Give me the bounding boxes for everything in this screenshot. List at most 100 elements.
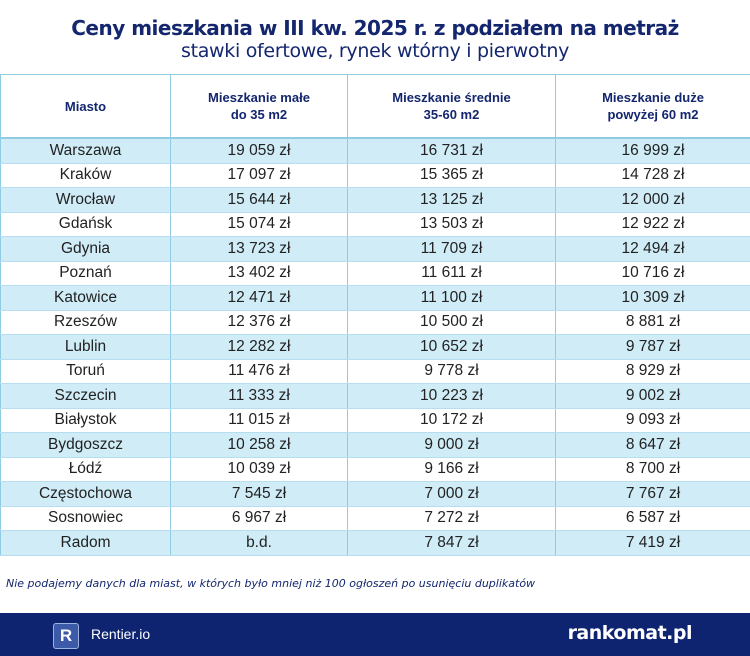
price-cell: b.d. (170, 530, 348, 556)
price-cell: 8 647 zł (555, 432, 750, 458)
price-cell: 19 059 zł (170, 138, 348, 164)
city-cell: Bydgoszcz (0, 432, 171, 458)
price-cell: 10 652 zł (347, 334, 556, 360)
city-cell: Łódź (0, 457, 171, 482)
price-cell: 10 039 zł (170, 457, 348, 482)
column-header-line1: Mieszkanie duże (602, 90, 704, 105)
price-cell: 15 644 zł (170, 187, 348, 213)
price-cell: 13 125 zł (347, 187, 556, 213)
table-row: Białystok 11 015 zł 10 172 zł 9 093 zł (0, 408, 750, 433)
city-cell: Częstochowa (0, 481, 171, 507)
price-cell: 6 967 zł (170, 506, 348, 531)
table-row: Radom b.d. 7 847 zł 7 419 zł (0, 530, 750, 556)
price-cell: 6 587 zł (555, 506, 750, 531)
price-cell: 7 847 zł (347, 530, 556, 556)
table-row: Gdynia 13 723 zł 11 709 zł 12 494 zł (0, 236, 750, 262)
price-cell: 8 881 zł (555, 310, 750, 335)
rentier-brand: Rentier.io (91, 626, 151, 642)
price-cell: 12 471 zł (170, 285, 348, 311)
price-cell: 10 258 zł (170, 432, 348, 458)
table-row: Sosnowiec 6 967 zł 7 272 zł 6 587 zł (0, 506, 750, 531)
price-cell: 12 922 zł (555, 212, 750, 237)
price-cell: 9 166 zł (347, 457, 556, 482)
table-row: Katowice 12 471 zł 11 100 zł 10 309 zł (0, 285, 750, 311)
price-cell: 16 999 zł (555, 138, 750, 164)
price-cell: 10 223 zł (347, 383, 556, 409)
price-cell: 12 494 zł (555, 236, 750, 262)
city-cell: Szczecin (0, 383, 171, 409)
table-row: Gdańsk 15 074 zł 13 503 zł 12 922 zł (0, 212, 750, 237)
column-header: Mieszkanie małe do 35 m2 (170, 74, 348, 139)
rentier-logo-icon: R (53, 623, 79, 649)
price-cell: 11 100 zł (347, 285, 556, 311)
price-cell: 15 074 zł (170, 212, 348, 237)
price-cell: 7 000 zł (347, 481, 556, 507)
price-cell: 9 093 zł (555, 408, 750, 433)
rankomat-logo: rankomat.pl (567, 622, 693, 644)
price-cell: 10 716 zł (555, 261, 750, 286)
table-header-row: Miasto Mieszkanie małe do 35 m2 Mieszkanie … (0, 74, 750, 139)
table-row: Szczecin 11 333 zł 10 223 zł 9 002 zł (0, 383, 750, 409)
price-cell: 11 333 zł (170, 383, 348, 409)
price-table: Miasto Mieszkanie małe do 35 m2 Mieszkanie … (0, 74, 750, 556)
column-header: Miasto (0, 74, 171, 139)
city-cell: Kraków (0, 163, 171, 188)
price-cell: 11 015 zł (170, 408, 348, 433)
price-cell: 7 272 zł (347, 506, 556, 531)
column-header-line1: Mieszkanie małe (208, 90, 310, 105)
city-cell: Warszawa (0, 138, 171, 164)
price-cell: 7 767 zł (555, 481, 750, 507)
price-cell: 15 365 zł (347, 163, 556, 188)
price-cell: 11 709 zł (347, 236, 556, 262)
city-cell: Gdańsk (0, 212, 171, 237)
table-row: Rzeszów 12 376 zł 10 500 zł 8 881 zł (0, 310, 750, 335)
column-header: Mieszkanie duże powyżej 60 m2 (555, 74, 750, 139)
page-subtitle: stawki ofertowe, rynek wtórny i pierwotn… (180, 40, 570, 62)
price-cell: 12 282 zł (170, 334, 348, 360)
price-cell: 17 097 zł (170, 163, 348, 188)
price-cell: 16 731 zł (347, 138, 556, 164)
table-row: Toruń 11 476 zł 9 778 zł 8 929 zł (0, 359, 750, 384)
city-cell: Rzeszów (0, 310, 171, 335)
column-header-line2: do 35 m2 (230, 107, 288, 122)
city-cell: Gdynia (0, 236, 171, 262)
price-cell: 12 000 zł (555, 187, 750, 213)
footnote: Nie podajemy danych dla miast, w których… (6, 577, 536, 590)
city-cell: Białystok (0, 408, 171, 433)
price-cell: 12 376 zł (170, 310, 348, 335)
city-cell: Lublin (0, 334, 171, 360)
price-cell: 13 503 zł (347, 212, 556, 237)
price-cell: 9 778 zł (347, 359, 556, 384)
price-cell: 13 723 zł (170, 236, 348, 262)
price-cell: 7 419 zł (555, 530, 750, 556)
price-cell: 8 929 zł (555, 359, 750, 384)
column-header-line2: 35-60 m2 (423, 107, 480, 122)
city-cell: Poznań (0, 261, 171, 286)
table-row: Łódź 10 039 zł 9 166 zł 8 700 zł (0, 457, 750, 482)
price-cell: 10 172 zł (347, 408, 556, 433)
column-header: Mieszkanie średnie 35-60 m2 (347, 74, 556, 139)
table-row: Wrocław 15 644 zł 13 125 zł 12 000 zł (0, 187, 750, 213)
price-cell: 7 545 zł (170, 481, 348, 507)
city-cell: Toruń (0, 359, 171, 384)
table-row: Kraków 17 097 zł 15 365 zł 14 728 zł (0, 163, 750, 188)
price-cell: 9 787 zł (555, 334, 750, 360)
footer-bar: R Rentier.io rankomat.pl (0, 613, 750, 656)
city-cell: Katowice (0, 285, 171, 311)
column-header-line1: Mieszkanie średnie (392, 90, 511, 105)
price-cell: 10 500 zł (347, 310, 556, 335)
price-cell: 11 611 zł (347, 261, 556, 286)
column-header-line2: powyżej 60 m2 (607, 107, 699, 122)
price-cell: 9 000 zł (347, 432, 556, 458)
table-row: Częstochowa 7 545 zł 7 000 zł 7 767 zł (0, 481, 750, 507)
price-cell: 10 309 zł (555, 285, 750, 311)
price-cell: 8 700 zł (555, 457, 750, 482)
table-body: Warszawa 19 059 zł 16 731 zł 16 999 zł Krakó… (0, 138, 750, 556)
price-cell: 13 402 zł (170, 261, 348, 286)
page-title: Ceny mieszkania w III kw. 2025 r. z podz… (71, 16, 679, 40)
city-cell: Wrocław (0, 187, 171, 213)
column-header-line1: Miasto (64, 98, 107, 114)
table-row: Bydgoszcz 10 258 zł 9 000 zł 8 647 zł (0, 432, 750, 458)
price-cell: 14 728 zł (555, 163, 750, 188)
price-cell: 11 476 zł (170, 359, 348, 384)
